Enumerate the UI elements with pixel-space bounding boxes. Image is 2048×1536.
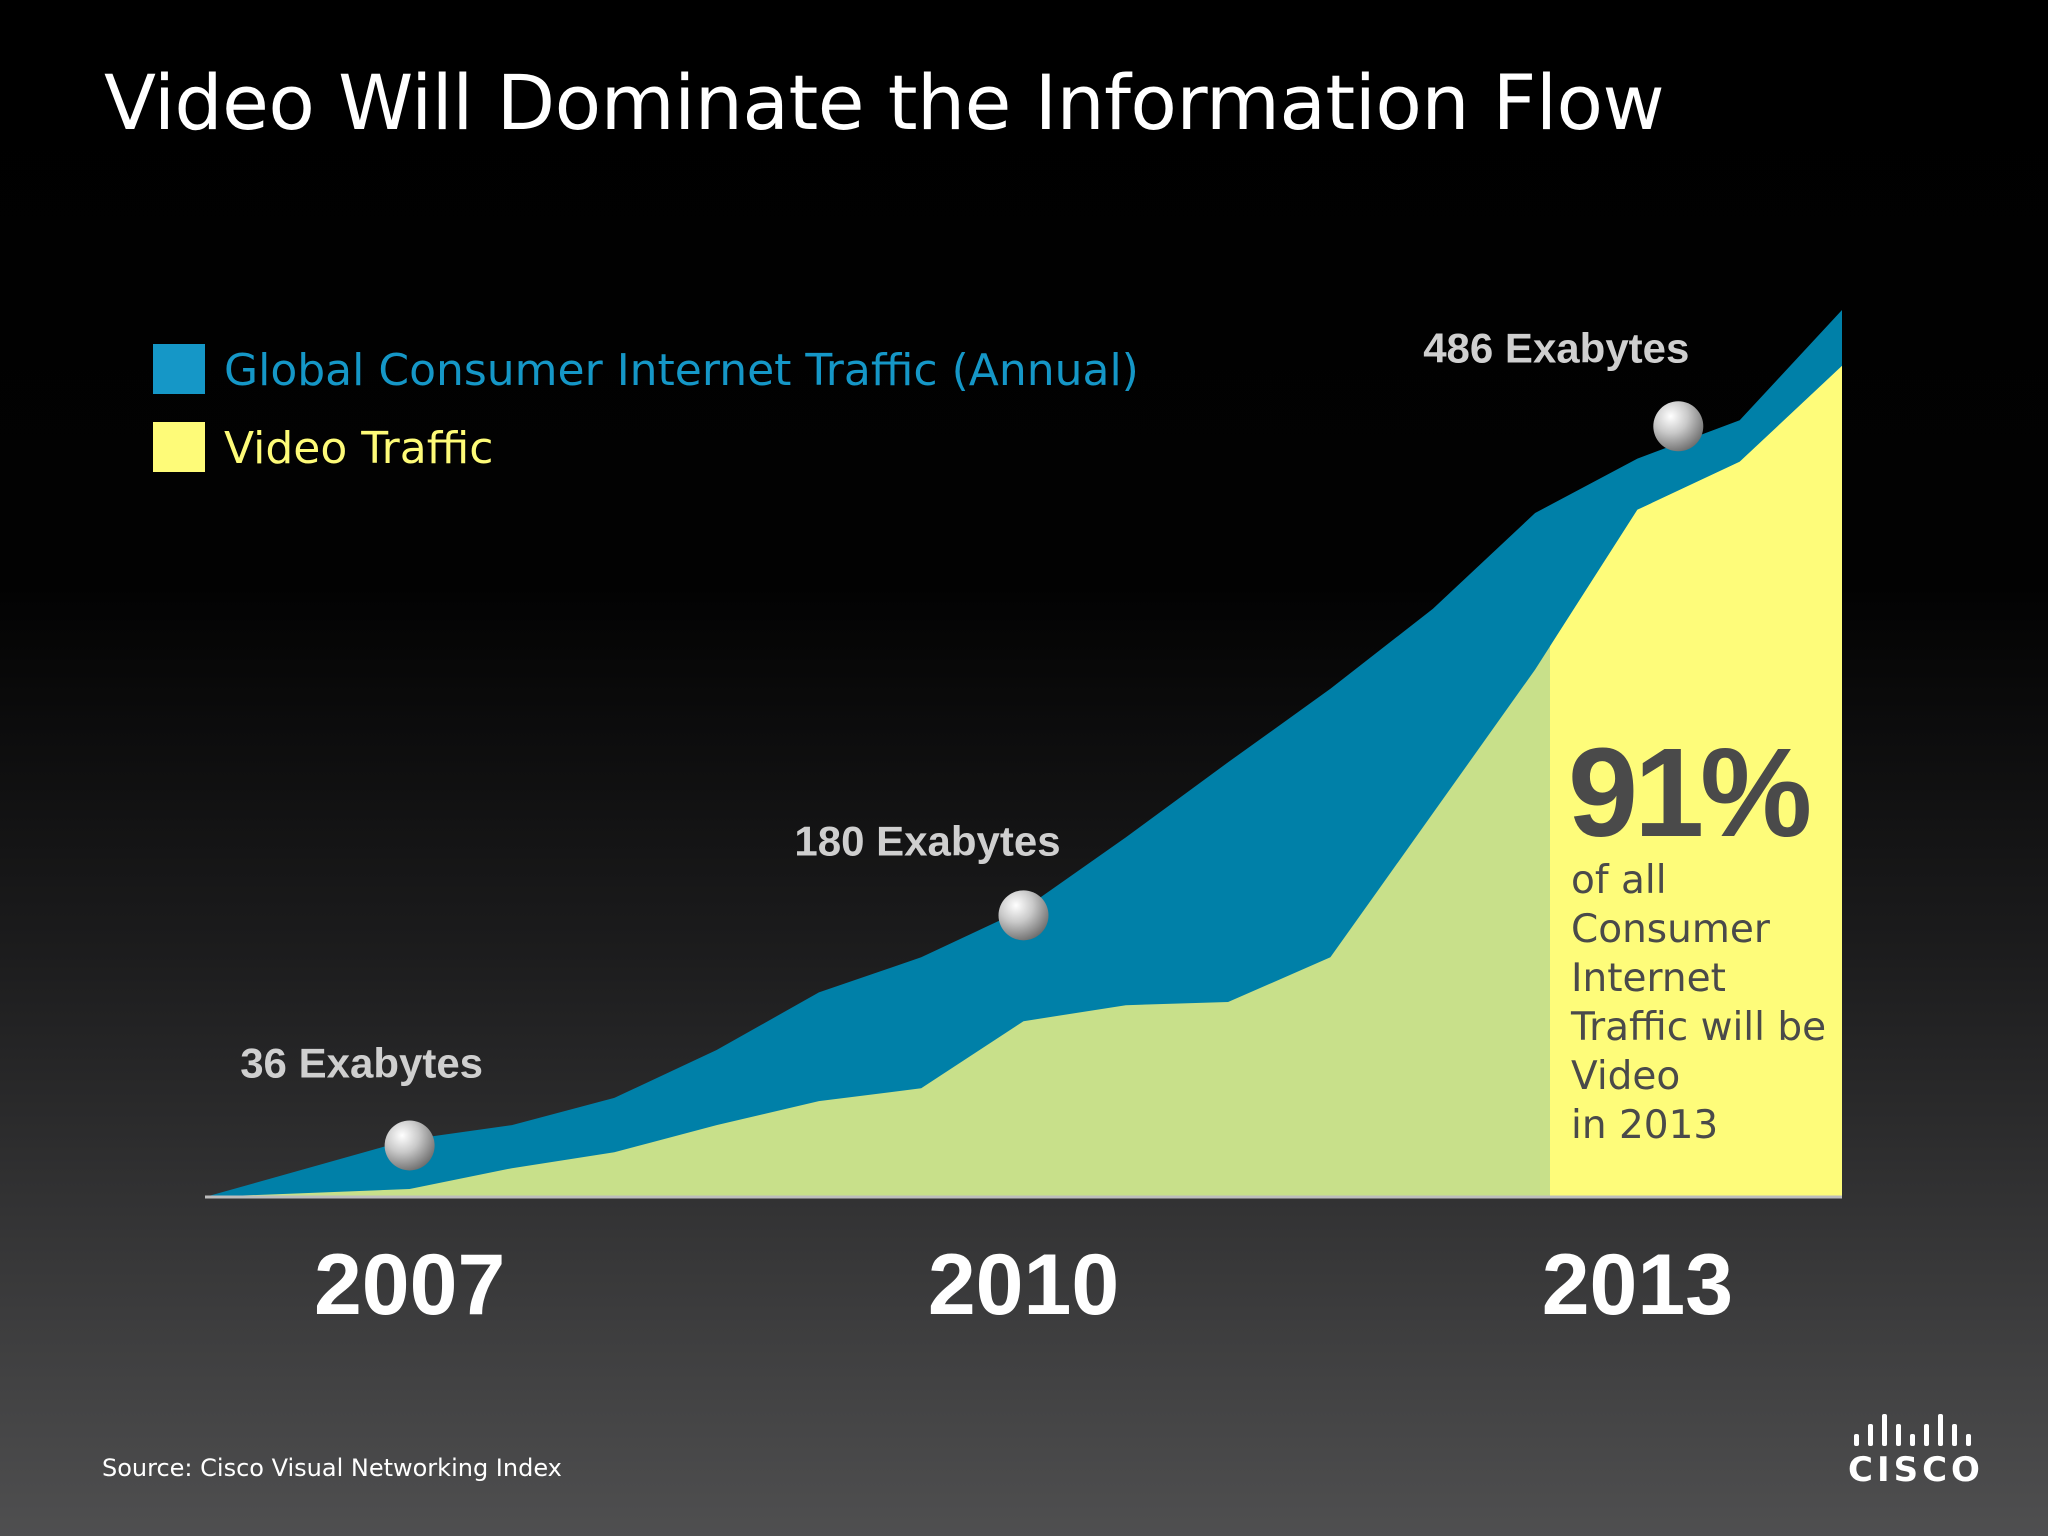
cisco-logo-bar xyxy=(1882,1414,1887,1446)
series-area-video-traffic xyxy=(205,365,1842,1197)
annotation-marker-1 xyxy=(998,890,1049,941)
annotation-marker-0 xyxy=(384,1120,435,1171)
annotation-label-1: 180 Exabytes xyxy=(794,817,1060,864)
legend-label-1: Video Traffic xyxy=(224,423,493,474)
callout-line-2: Internet xyxy=(1571,956,1726,1001)
cisco-logo-bar xyxy=(1910,1434,1915,1446)
callout-line-3: Traffic will be xyxy=(1570,1005,1826,1050)
cisco-logo-bar xyxy=(1854,1434,1859,1446)
page-title: Video Will Dominate the Information Flow xyxy=(104,58,1665,147)
cisco-logo: CISCO xyxy=(1848,1410,1984,1490)
x-tick-label-2013: 2013 xyxy=(1542,1237,1733,1333)
cisco-logo-text: CISCO xyxy=(1848,1450,1984,1490)
cisco-logo-bar xyxy=(1952,1424,1957,1446)
annotation-marker-2 xyxy=(1653,401,1704,452)
cisco-logo-bar xyxy=(1938,1414,1943,1446)
source-note: Source: Cisco Visual Networking Index xyxy=(102,1454,562,1482)
cisco-logo-bars-icon xyxy=(1854,1410,1974,1446)
cisco-logo-bar xyxy=(1966,1434,1971,1446)
callout-percent: 91% xyxy=(1568,722,1809,863)
x-tick-label-2007: 2007 xyxy=(314,1237,505,1333)
legend-swatch-1 xyxy=(153,422,205,472)
annotation-label-0: 36 Exabytes xyxy=(240,1039,483,1086)
cisco-logo-bar xyxy=(1868,1424,1873,1446)
series-area-video-highlight-2013 xyxy=(1550,365,1842,1197)
legend-label-0: Global Consumer Internet Traffic (Annual… xyxy=(224,345,1139,396)
x-tick-label-2010: 2010 xyxy=(928,1237,1119,1333)
legend-swatch-0 xyxy=(153,344,205,394)
annotation-label-2: 486 Exabytes xyxy=(1423,324,1689,371)
cisco-logo-bar xyxy=(1896,1424,1901,1446)
callout-line-1: Consumer xyxy=(1571,907,1771,952)
cisco-logo-bar xyxy=(1924,1424,1929,1446)
callout-line-0: of all xyxy=(1571,858,1667,903)
callout-line-5: in 2013 xyxy=(1571,1103,1718,1148)
callout-line-4: Video xyxy=(1571,1054,1680,1099)
